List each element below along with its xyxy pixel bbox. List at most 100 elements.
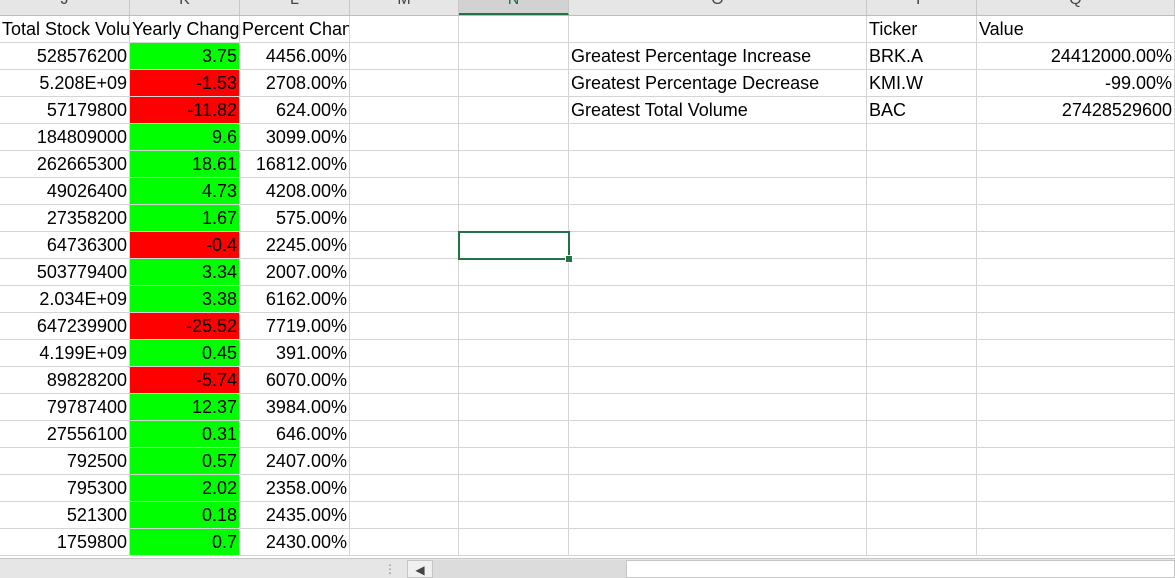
summary-label-cell[interactable]: Greatest Percentage Decrease [569, 70, 867, 97]
empty-cell[interactable] [867, 124, 977, 151]
percent-change-cell[interactable]: 624.00% [240, 97, 350, 124]
empty-cell[interactable] [350, 421, 459, 448]
percent-change-cell[interactable]: 6070.00% [240, 367, 350, 394]
percent-change-cell[interactable]: 3984.00% [240, 394, 350, 421]
yearly-change-cell[interactable]: 0.57 [130, 448, 240, 475]
empty-cell[interactable] [459, 340, 569, 367]
sheet-tab-splitter[interactable]: ⋮ [384, 562, 396, 576]
summary-value-header[interactable]: Value [977, 16, 1175, 43]
column-header-o[interactable]: O [569, 0, 867, 15]
empty-cell[interactable] [867, 421, 977, 448]
empty-cell[interactable] [459, 16, 569, 43]
percent-change-cell[interactable]: 16812.00% [240, 151, 350, 178]
summary-label-cell[interactable]: Greatest Percentage Increase [569, 43, 867, 70]
empty-cell[interactable] [867, 475, 977, 502]
yearly-change-cell[interactable]: 4.73 [130, 178, 240, 205]
percent-change-cell[interactable]: 4208.00% [240, 178, 350, 205]
header-yearly-change[interactable]: Yearly Change [130, 16, 240, 43]
volume-cell[interactable]: 64736300 [0, 232, 130, 259]
empty-cell[interactable] [569, 475, 867, 502]
empty-cell[interactable] [350, 448, 459, 475]
empty-cell[interactable] [350, 502, 459, 529]
column-header-p[interactable]: P [867, 0, 977, 15]
volume-cell[interactable]: 27358200 [0, 205, 130, 232]
percent-change-cell[interactable]: 4456.00% [240, 43, 350, 70]
empty-cell[interactable] [867, 178, 977, 205]
empty-cell[interactable] [350, 475, 459, 502]
empty-cell[interactable] [867, 259, 977, 286]
volume-cell[interactable]: 1759800 [0, 529, 130, 556]
empty-cell[interactable] [569, 259, 867, 286]
yearly-change-cell[interactable]: 9.6 [130, 124, 240, 151]
yearly-change-cell[interactable]: 12.37 [130, 394, 240, 421]
empty-cell[interactable] [569, 367, 867, 394]
horizontal-scroll-track[interactable] [433, 560, 626, 578]
percent-change-cell[interactable]: 646.00% [240, 421, 350, 448]
empty-cell[interactable] [459, 178, 569, 205]
empty-cell[interactable] [459, 259, 569, 286]
yearly-change-cell[interactable]: 0.45 [130, 340, 240, 367]
empty-cell[interactable] [350, 16, 459, 43]
percent-change-cell[interactable]: 6162.00% [240, 286, 350, 313]
empty-cell[interactable] [459, 205, 569, 232]
empty-cell[interactable] [459, 475, 569, 502]
empty-cell[interactable] [569, 421, 867, 448]
percent-change-cell[interactable]: 391.00% [240, 340, 350, 367]
empty-cell[interactable] [977, 394, 1175, 421]
summary-value-cell[interactable]: 24412000.00% [977, 43, 1175, 70]
empty-cell[interactable] [867, 502, 977, 529]
empty-cell[interactable] [350, 205, 459, 232]
empty-cell[interactable] [459, 97, 569, 124]
column-header-n[interactable]: N [459, 0, 569, 15]
volume-cell[interactable]: 4.199E+09 [0, 340, 130, 367]
column-header-m[interactable]: M [350, 0, 459, 15]
empty-cell[interactable] [569, 502, 867, 529]
empty-cell[interactable] [459, 367, 569, 394]
empty-cell[interactable] [459, 529, 569, 556]
yearly-change-cell[interactable]: -11.82 [130, 97, 240, 124]
empty-cell[interactable] [459, 43, 569, 70]
empty-cell[interactable] [459, 313, 569, 340]
column-header-q[interactable]: Q [977, 0, 1175, 15]
empty-cell[interactable] [867, 205, 977, 232]
volume-cell[interactable]: 27556100 [0, 421, 130, 448]
percent-change-cell[interactable]: 2435.00% [240, 502, 350, 529]
empty-cell[interactable] [977, 205, 1175, 232]
empty-cell[interactable] [459, 421, 569, 448]
column-header-j[interactable]: J [0, 0, 130, 15]
empty-cell[interactable] [569, 394, 867, 421]
empty-cell[interactable] [569, 151, 867, 178]
empty-cell[interactable] [977, 124, 1175, 151]
empty-cell[interactable] [867, 151, 977, 178]
active-cell-selection[interactable] [458, 231, 570, 260]
empty-cell[interactable] [867, 286, 977, 313]
summary-ticker-cell[interactable]: BRK.A [867, 43, 977, 70]
empty-cell[interactable] [977, 313, 1175, 340]
empty-cell[interactable] [977, 475, 1175, 502]
empty-cell[interactable] [350, 286, 459, 313]
volume-cell[interactable]: 503779400 [0, 259, 130, 286]
yearly-change-cell[interactable]: 3.34 [130, 259, 240, 286]
empty-cell[interactable] [977, 367, 1175, 394]
empty-cell[interactable] [977, 502, 1175, 529]
yearly-change-cell[interactable]: 18.61 [130, 151, 240, 178]
percent-change-cell[interactable]: 2407.00% [240, 448, 350, 475]
volume-cell[interactable]: 521300 [0, 502, 130, 529]
empty-cell[interactable] [459, 151, 569, 178]
column-header-l[interactable]: L [240, 0, 350, 15]
yearly-change-cell[interactable]: 0.7 [130, 529, 240, 556]
empty-cell[interactable] [977, 448, 1175, 475]
percent-change-cell[interactable]: 575.00% [240, 205, 350, 232]
empty-cell[interactable] [977, 151, 1175, 178]
yearly-change-cell[interactable]: 3.38 [130, 286, 240, 313]
empty-cell[interactable] [977, 529, 1175, 556]
volume-cell[interactable]: 5.208E+09 [0, 70, 130, 97]
percent-change-cell[interactable]: 2007.00% [240, 259, 350, 286]
empty-cell[interactable] [977, 178, 1175, 205]
empty-cell[interactable] [867, 529, 977, 556]
volume-cell[interactable]: 2.034E+09 [0, 286, 130, 313]
summary-value-cell[interactable]: -99.00% [977, 70, 1175, 97]
empty-cell[interactable] [569, 340, 867, 367]
empty-cell[interactable] [350, 178, 459, 205]
